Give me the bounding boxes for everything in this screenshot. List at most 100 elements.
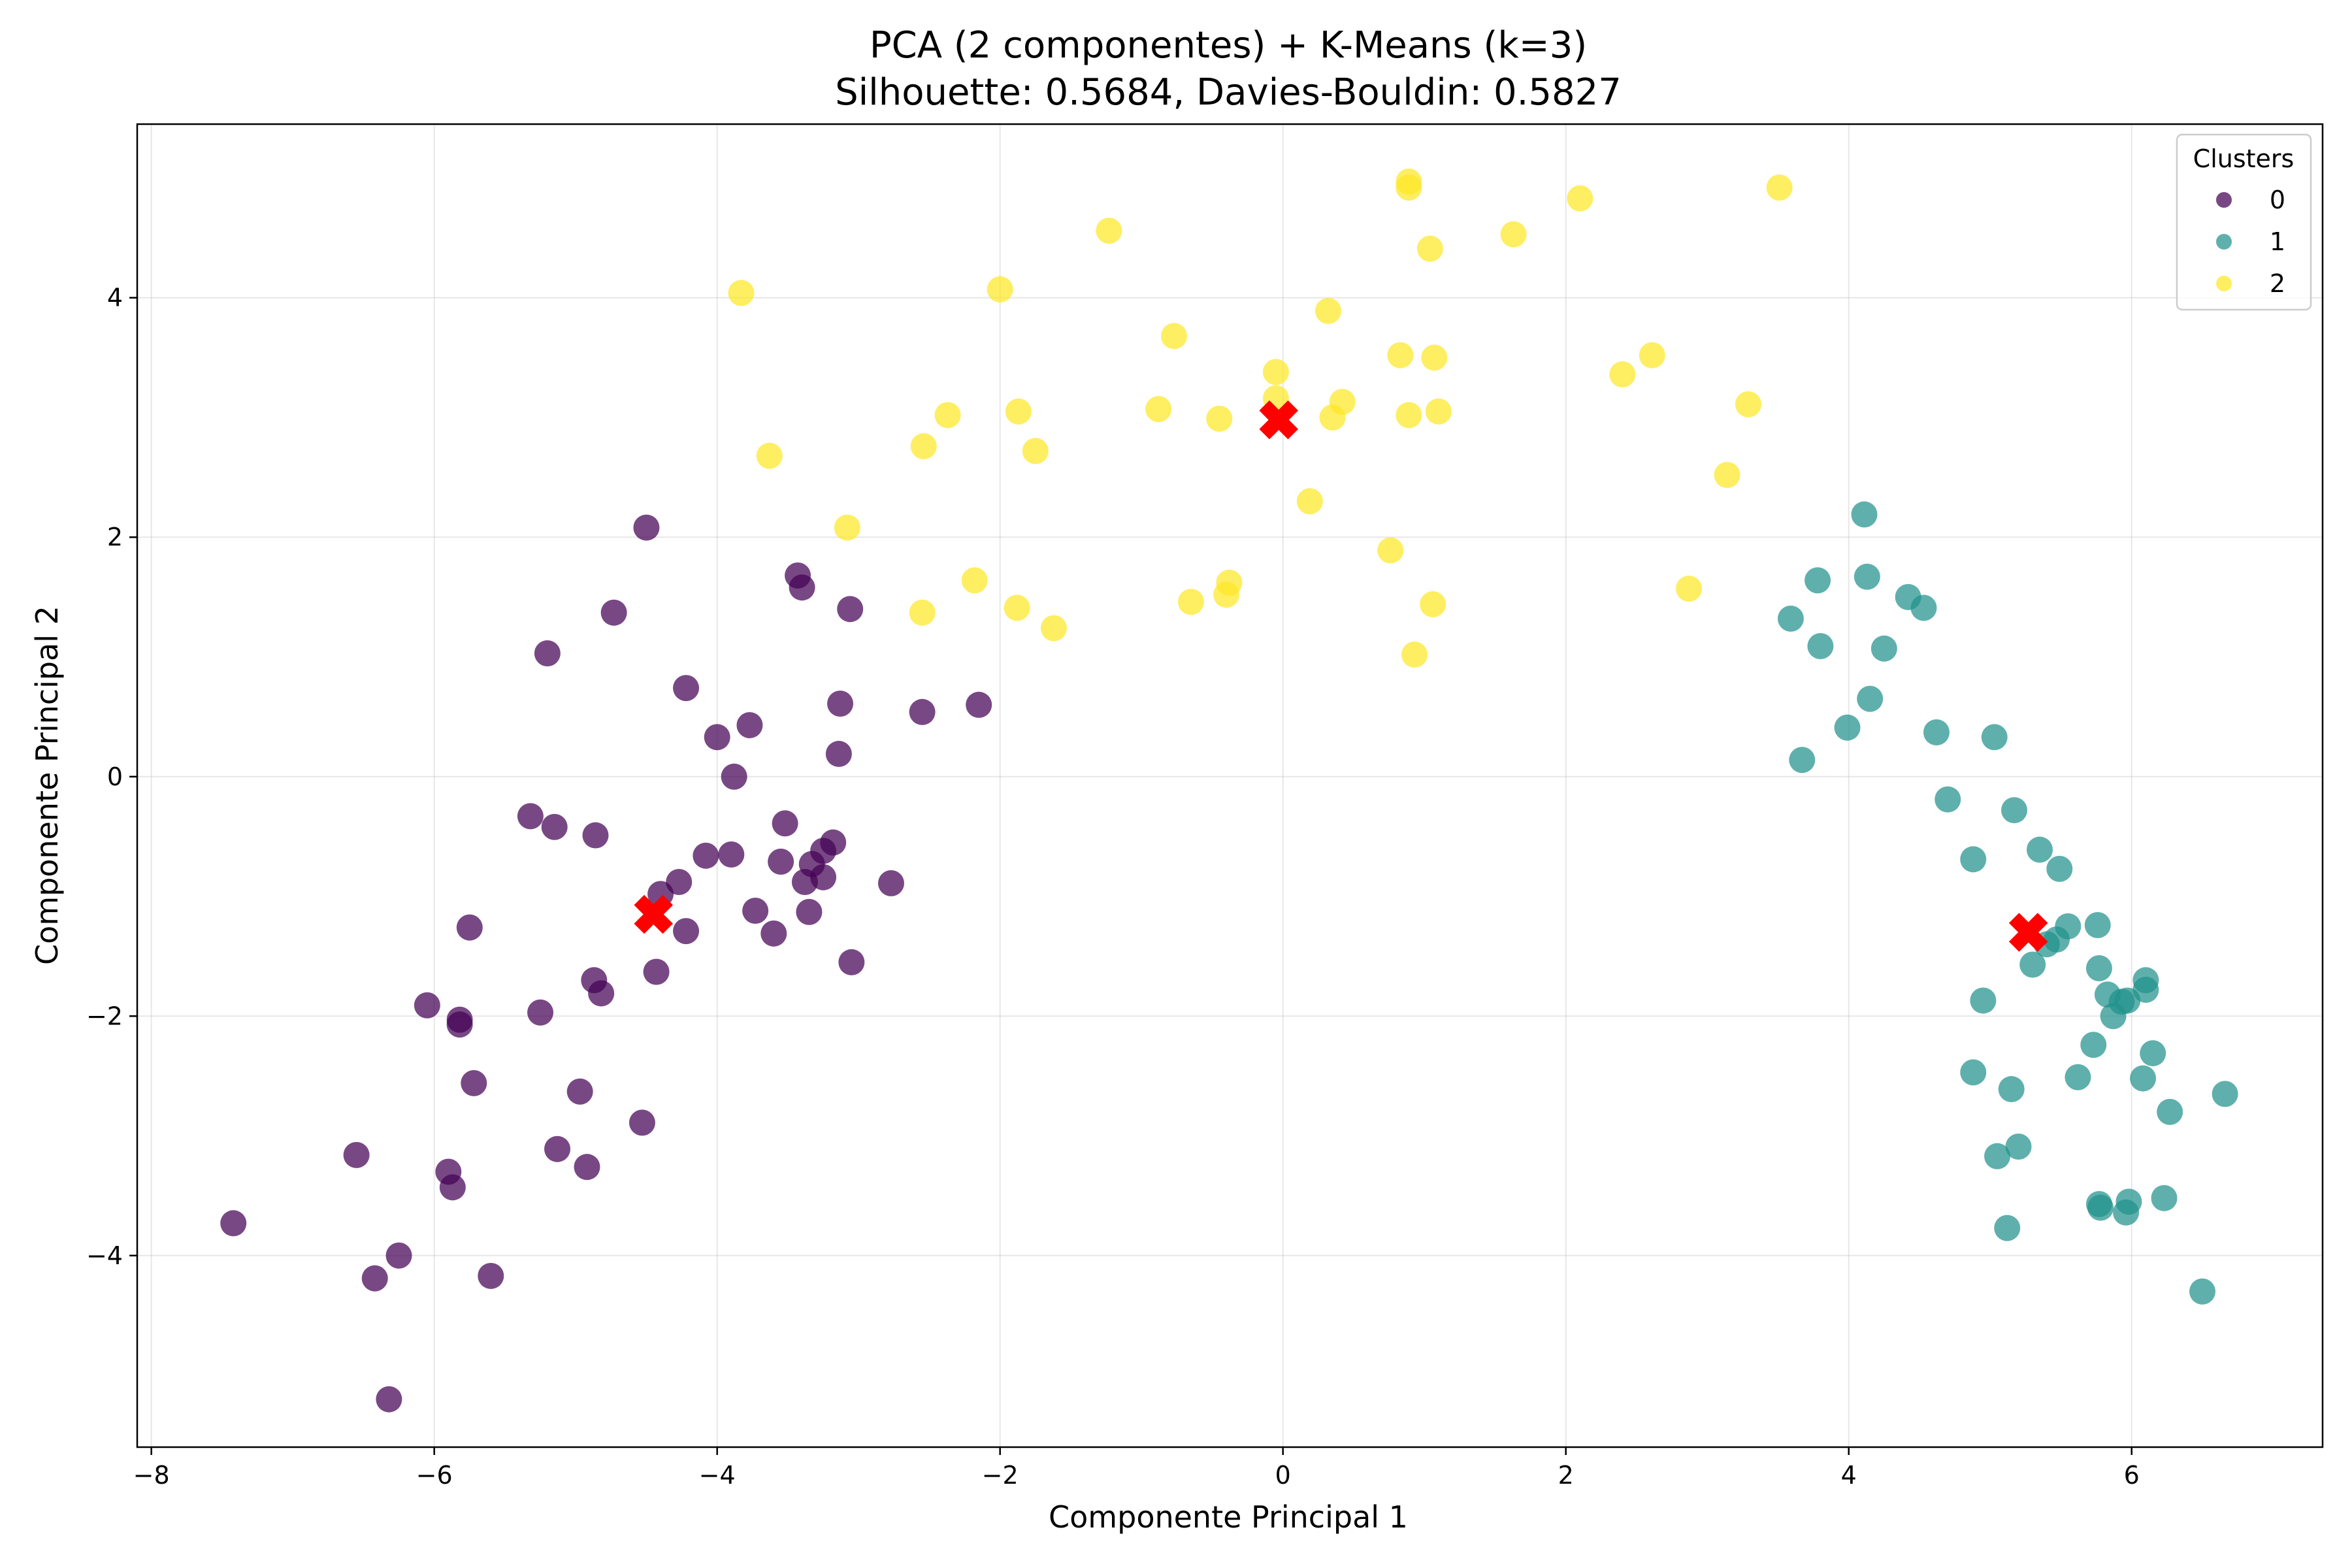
cluster-2-point bbox=[1396, 174, 1422, 201]
cluster-1-point bbox=[2019, 951, 2046, 978]
cluster-0-point bbox=[666, 869, 693, 896]
chart-title: PCA (2 componentes) + K-Means (k=3) bbox=[870, 24, 1587, 67]
cluster-2-point bbox=[1160, 323, 1187, 350]
cluster-2-point bbox=[1420, 591, 1446, 617]
legend-label: 0 bbox=[2270, 186, 2285, 214]
cluster-2-point bbox=[1425, 398, 1452, 425]
cluster-1-point bbox=[2151, 1184, 2178, 1211]
x-tick-label: 6 bbox=[2124, 1461, 2140, 1490]
y-tick-label: 2 bbox=[107, 523, 123, 551]
cluster-1-point bbox=[1981, 724, 2008, 751]
cluster-2-point bbox=[834, 514, 860, 541]
cluster-0-point bbox=[838, 949, 865, 975]
y-tick-label: 4 bbox=[107, 284, 123, 312]
cluster-0-point bbox=[478, 1262, 504, 1289]
cluster-0-point bbox=[361, 1265, 388, 1292]
cluster-0-point bbox=[704, 724, 730, 751]
cluster-1-point bbox=[2084, 911, 2111, 938]
cluster-1-point bbox=[2115, 1188, 2142, 1215]
cluster-2-point bbox=[1500, 221, 1527, 248]
cluster-2-point bbox=[1096, 218, 1122, 244]
cluster-0-point bbox=[673, 675, 700, 702]
centroid-marker bbox=[2008, 913, 2048, 952]
cluster-0-point bbox=[768, 848, 794, 875]
cluster-1-point bbox=[2085, 955, 2112, 981]
cluster-1-point bbox=[2080, 1032, 2107, 1058]
y-tick-label: 0 bbox=[107, 762, 123, 791]
cluster-1-point bbox=[2212, 1081, 2238, 1107]
cluster-2-point bbox=[1145, 396, 1172, 423]
cluster-1-point bbox=[1960, 1059, 1987, 1086]
cluster-1-point bbox=[2130, 1065, 2157, 1092]
cluster-2-point bbox=[987, 276, 1013, 302]
cluster-2-point bbox=[934, 402, 961, 429]
y-tick-label: −4 bbox=[86, 1241, 123, 1270]
cluster-2-point bbox=[961, 567, 988, 594]
x-tick-label: −8 bbox=[133, 1461, 170, 1490]
cluster-1-point bbox=[2189, 1278, 2215, 1305]
cluster-1-point bbox=[1923, 719, 1950, 745]
cluster-2-point bbox=[1609, 361, 1636, 388]
cluster-1-point bbox=[2065, 1064, 2091, 1090]
cluster-0-point bbox=[376, 1386, 402, 1413]
legend-entries: 0 1 2 bbox=[2216, 186, 2285, 298]
cluster-2-point bbox=[909, 599, 936, 626]
cluster-1-point bbox=[1960, 846, 1987, 873]
x-tick-label: −6 bbox=[416, 1461, 453, 1490]
cluster-1-point bbox=[2132, 976, 2159, 1003]
x-axis-label: Componente Principal 1 bbox=[1049, 1499, 1408, 1535]
cluster-2-point bbox=[910, 433, 937, 459]
cluster-2-point bbox=[1177, 589, 1204, 615]
x-tick-label: 4 bbox=[1841, 1461, 1857, 1490]
cluster-0-point bbox=[343, 1141, 370, 1168]
cluster-1-point bbox=[1998, 1076, 2025, 1103]
cluster-1-point bbox=[1910, 595, 1937, 621]
cluster-1-point bbox=[2026, 836, 2053, 863]
cluster-1-point bbox=[2087, 1194, 2114, 1221]
x-axis-ticks: −8 −6 −4 −2 0 2 4 6 bbox=[133, 1447, 2140, 1490]
cluster-0-point bbox=[385, 1242, 412, 1269]
cluster-1-point bbox=[1854, 563, 1880, 590]
centroid-marker bbox=[634, 894, 674, 934]
cluster-0-point bbox=[456, 914, 483, 941]
cluster-0-point bbox=[693, 842, 719, 869]
y-axis-label: Componente Principal 2 bbox=[29, 606, 65, 965]
cluster-0-point bbox=[718, 841, 745, 868]
cluster-2-point bbox=[1401, 641, 1428, 668]
legend-label: 2 bbox=[2270, 269, 2285, 298]
chart-subtitle: Silhouette: 0.5684, Davies-Bouldin: 0.58… bbox=[835, 71, 1622, 114]
cluster-0-point bbox=[810, 864, 837, 890]
cluster-2-point bbox=[1005, 398, 1032, 425]
cluster-1-point bbox=[2001, 797, 2028, 824]
cluster-0-point bbox=[721, 763, 747, 790]
cluster-0-point bbox=[220, 1210, 247, 1237]
cluster-0-point bbox=[837, 596, 864, 623]
y-tick-label: −2 bbox=[86, 1002, 123, 1030]
cluster-1-point bbox=[1807, 633, 1834, 660]
cluster-1-point bbox=[1851, 501, 1878, 528]
cluster-0-point bbox=[772, 810, 798, 837]
cluster-0-point bbox=[643, 958, 670, 985]
x-tick-label: −4 bbox=[699, 1461, 736, 1490]
cluster-0-point bbox=[789, 574, 815, 601]
cluster-2-point bbox=[1416, 235, 1443, 262]
cluster-1-point bbox=[1970, 987, 1997, 1014]
cluster-1-point bbox=[1789, 747, 1816, 774]
cluster-1-point bbox=[1984, 1143, 2011, 1169]
cluster-0-point bbox=[414, 992, 440, 1019]
centroids bbox=[634, 400, 2048, 952]
cluster-1-point bbox=[1994, 1215, 2021, 1241]
y-axis-ticks: −4 −2 0 2 4 bbox=[86, 284, 137, 1270]
cluster-0-point bbox=[582, 822, 609, 849]
cluster-2-point bbox=[1262, 359, 1289, 385]
cluster-2-point bbox=[1567, 185, 1593, 212]
cluster-2-point bbox=[1022, 438, 1049, 465]
cluster-2-point bbox=[1296, 488, 1323, 515]
grid-lines bbox=[137, 124, 2323, 1447]
cluster-0-point bbox=[966, 691, 992, 718]
cluster-2-point bbox=[1315, 297, 1341, 324]
cluster-0-point bbox=[534, 640, 561, 666]
legend-marker bbox=[2216, 276, 2232, 291]
cluster-0-point bbox=[461, 1070, 487, 1096]
cluster-2-point bbox=[1735, 391, 1761, 417]
